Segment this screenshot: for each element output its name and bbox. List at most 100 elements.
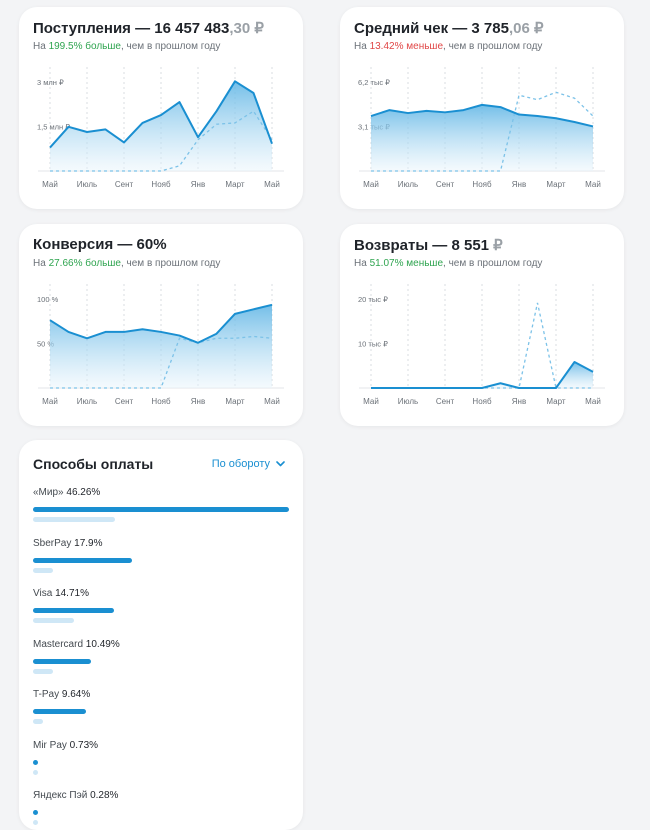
payment-method-percent: 46.26% [66,487,101,498]
payment-method-bar [33,759,38,765]
avg-check-chart: 6,2 тыс ₽3,1 тыс ₽МайИюльСентНоябЯнвМарт… [358,67,605,189]
payment-methods-title: Способы оплаты [33,456,154,472]
returns-chart: 20 тыс ₽ 10 тыс ₽ Май Июль Сент Нояб Янв Март Ма… [358,284,605,406]
x-tick-label: Июль [398,180,418,189]
series-line-previous [371,91,594,172]
revenue-subtitle: На 199.5% больше, чем в прошлом году [33,41,221,52]
y-tick-label: 20 тыс ₽ [358,295,388,304]
x-tick-label: Май [363,180,379,189]
series-area [50,81,272,171]
series-line-current [49,80,273,149]
payment-method-item: «Мир» 46.26% [33,487,289,522]
payment-method-item: Mir Pay 0.73% [33,740,289,775]
payment-method-percent: 17.9% [74,537,103,549]
payment-method-percent: 14.71% [55,588,89,599]
x-tick-label: Нояб [151,397,171,406]
x-tick-label: Июль [77,180,97,189]
x-tick-label: Июль [77,397,97,406]
x-tick-label: Май [585,397,601,406]
revenue-title: Поступления — 16 457 483,30 ₽ [33,20,264,37]
y-tick-label: 10 тыс ₽ [358,339,388,348]
x-tick-label: Янв [191,180,205,189]
x-tick-label: Июль [398,397,418,406]
payment-methods-card: Способы оплаты По обороту «Мир» 46.26% Sb… [19,440,303,830]
payment-method-bar [33,557,133,563]
x-tick-label: Нояб [472,180,492,189]
revenue-card: Поступления — 16 457 483,30 ₽ На 199.5% … [19,7,303,209]
avg-check-subtitle: На 13.42% меньше, чем в прошлом году [354,41,543,52]
avg-check-title: Средний чек — 3 785,06 ₽ [354,20,544,37]
conversion-delta: 27.66% больше [48,258,121,269]
x-tick-label: Май [264,180,280,189]
payment-method-bar-previous [33,668,54,674]
x-tick-label: Март [546,397,565,406]
payment-method-name: SberPay [33,537,75,549]
x-tick-label: Май [264,397,280,406]
payment-method-name: T-Pay [33,689,62,700]
x-tick-label: Март [225,397,244,406]
x-tick-label: Март [225,180,244,189]
payment-method-bar-previous [33,820,38,825]
payment-method-item: SberPay 17.9% [33,538,289,573]
x-tick-label: Янв [191,397,205,406]
payment-method-label: Mastercard 10.49% [33,639,289,650]
series-line-current [370,103,594,128]
returns-card: Возвраты — 8 551 ₽ На 51.07% меньше, чем… [340,224,624,426]
payment-method-percent: 0.28% [90,790,119,801]
chevron-down-icon [276,461,285,467]
conversion-card: Конверсия — 60% На 27.66% больше, чем в … [19,224,303,426]
payment-method-bar [33,507,289,512]
revenue-delta: 199.5% больше [48,41,121,52]
conversion-subtitle: На 27.66% больше, чем в прошлом году [33,258,221,269]
series-line-current [49,303,273,344]
payment-method-name: Яндекс Пэй [33,790,91,801]
payment-method-name: Mastercard [33,638,86,650]
x-tick-label: Май [42,397,58,406]
payment-method-name: Visa [33,588,56,599]
y-tick-label: 6,2 тыс ₽ [358,78,390,87]
payment-method-label: Mir Pay 0.73% [33,740,289,751]
series-area [50,304,272,388]
conversion-title: Конверсия — 60% [33,236,167,253]
payment-method-label: Яндекс Пэй 0.28% [33,790,289,801]
series-area [371,104,593,171]
x-tick-label: Сент [436,397,455,406]
returns-delta: 51.07% меньше [369,258,444,269]
series-area [371,362,593,388]
payment-method-bar-previous [33,517,115,522]
revenue-chart: 3 млн ₽ 1,5 млн ₽ Май Июль Сент Нояб Янв Март Ма… [37,67,284,189]
avg-check-delta: 13.42% меньше [369,41,444,52]
conversion-chart: 100 % 50 % Май Июль Сент Нояб Янв Март Май [37,284,284,406]
x-tick-label: Янв [512,397,526,406]
x-tick-label: Май [42,180,58,189]
payment-method-item: Visa 14.71% [33,588,289,623]
payment-method-label: SberPay 17.9% [33,538,289,549]
payment-method-percent: 9.64% [61,689,91,700]
payment-method-bar [33,608,115,613]
payment-method-percent: 0.73% [69,739,99,751]
x-tick-label: Май [363,397,379,406]
returns-title: Возвраты — 8 551 ₽ [354,237,503,254]
payment-method-item: Яндекс Пэй 0.28% [33,790,289,825]
series-line-previous [50,335,273,389]
sort-dropdown[interactable]: По обороту [212,458,285,470]
payment-method-name: Mir Pay [33,739,70,751]
payment-method-bar-previous [33,769,38,775]
payment-method-name: «Мир» [33,487,67,498]
x-tick-label: Май [585,180,601,189]
sort-dropdown-label: По обороту [211,458,270,470]
y-tick-label: 1,5 млн ₽ [37,122,70,131]
x-tick-label: Сент [115,397,134,406]
x-tick-label: Март [546,180,565,189]
payment-method-bar-previous [33,618,74,623]
y-tick-label: 100 % [37,295,59,304]
series-line-previous [50,110,273,172]
payment-method-bar-previous [33,567,54,573]
y-tick-label: 50 % [37,339,54,348]
x-tick-label: Янв [512,180,526,189]
payment-method-item: Mastercard 10.49% [33,639,289,674]
payment-method-bar-previous [33,719,43,724]
x-tick-label: Сент [436,180,455,189]
x-tick-label: Нояб [472,397,492,406]
y-tick-label: 3 млн ₽ [37,78,64,87]
